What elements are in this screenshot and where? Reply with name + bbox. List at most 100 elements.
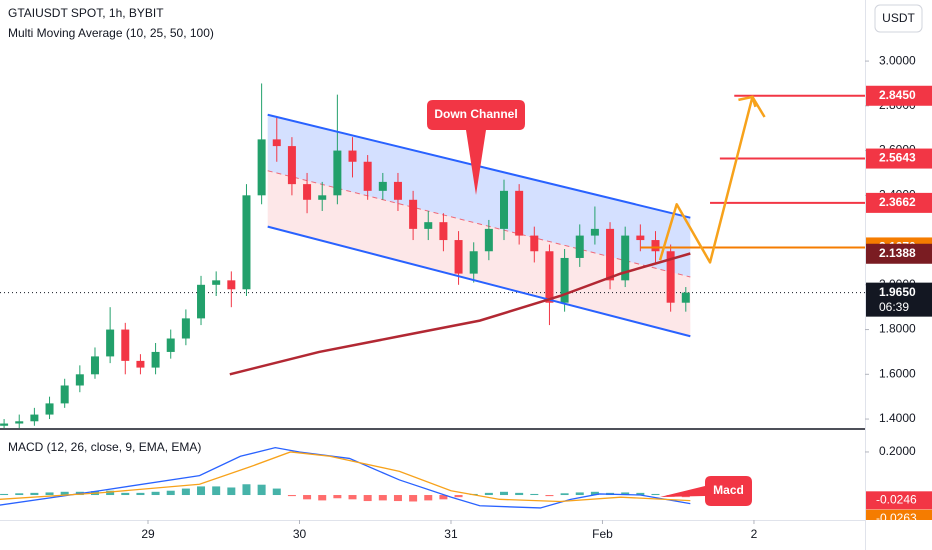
macd-tick-label: 0.2000 <box>879 444 916 458</box>
chart-title: GTAIUSDT SPOT, 1h, BYBIT <box>8 6 164 20</box>
price-box-label: 1.9650 <box>879 285 916 299</box>
candle-body <box>409 199 418 229</box>
candle-body <box>15 421 24 424</box>
projection-arrowhead <box>738 95 757 108</box>
candle-body <box>575 235 584 258</box>
macd-bar <box>636 492 645 496</box>
candle-body <box>515 190 524 236</box>
y-tick-label: 1.4000 <box>879 411 916 425</box>
callout-shape <box>660 476 752 506</box>
macd-bar <box>166 490 175 496</box>
price-box-label: 2.5643 <box>879 151 916 165</box>
x-tick-label: 29 <box>141 527 155 541</box>
candle-body <box>636 235 645 241</box>
projection-path <box>658 95 766 264</box>
macd-bar <box>242 484 251 496</box>
candle-body <box>257 139 266 196</box>
moving-average <box>229 252 691 376</box>
candle-body <box>45 403 54 415</box>
macd-bar <box>651 493 660 496</box>
macd-bar <box>560 493 569 496</box>
macd-bar <box>515 492 524 496</box>
macd-bar <box>303 495 312 500</box>
macd-value-label: -0.0246 <box>876 492 917 506</box>
candle-body <box>242 195 251 290</box>
candle-body <box>393 181 402 200</box>
candle-body <box>166 338 175 352</box>
macd-bar <box>181 488 190 496</box>
candle-body <box>378 181 387 191</box>
candle-body <box>651 240 660 252</box>
macd-bar <box>454 495 463 498</box>
candle-body <box>681 292 690 303</box>
macd-bar <box>227 487 236 496</box>
macd-bar <box>136 492 145 496</box>
candle-body <box>454 240 463 274</box>
macd-bar <box>590 491 599 496</box>
channel-lower <box>267 225 691 338</box>
macd-bar <box>257 484 266 496</box>
candle-body <box>272 139 281 147</box>
candle-body <box>75 374 84 386</box>
candle-body <box>212 280 221 285</box>
price-box <box>866 85 932 106</box>
macd-bar <box>30 492 39 496</box>
candle-body <box>439 222 448 241</box>
candle-body <box>106 329 115 357</box>
macd-bar <box>378 495 387 501</box>
candle-body <box>121 329 130 361</box>
macd-bar <box>439 495 448 500</box>
candle-body <box>530 235 539 252</box>
countdown: 06:39 <box>879 300 909 314</box>
candle-body <box>60 385 69 404</box>
candle-body <box>469 251 478 274</box>
channel-upper-fill <box>267 114 691 277</box>
candle-body <box>197 284 206 319</box>
macd-bar <box>287 495 296 497</box>
candle-body <box>606 228 615 281</box>
macd-bar <box>363 495 372 502</box>
candle-body <box>560 257 569 303</box>
callout-text: Macd <box>713 483 744 497</box>
candle-body <box>303 184 312 200</box>
x-tick-label: Feb <box>592 527 613 541</box>
price-box-label: 2.8450 <box>879 88 916 102</box>
candle-body <box>227 280 236 290</box>
candle-body <box>136 360 145 368</box>
channel-lower-fill <box>267 170 691 337</box>
currency-button[interactable] <box>874 4 923 33</box>
signal-line <box>0 451 691 503</box>
macd-bar <box>60 491 69 496</box>
candle-body <box>318 195 327 200</box>
candle-body <box>287 146 296 185</box>
price-box <box>866 243 932 264</box>
candle-body <box>621 235 630 281</box>
candle-body <box>363 161 372 191</box>
candle-body <box>424 222 433 229</box>
candle-body <box>333 150 342 196</box>
price-box <box>866 148 932 169</box>
candle-body <box>151 351 160 368</box>
macd-bar <box>545 495 554 497</box>
candle-body <box>545 251 554 303</box>
y-tick-label: 1.8000 <box>879 322 916 336</box>
macd-bar <box>15 493 24 496</box>
candle-body <box>666 251 675 303</box>
time-axis-bg <box>866 520 932 550</box>
macd-value-box <box>866 491 932 510</box>
candle-body <box>90 356 99 375</box>
macd-line <box>0 446 691 509</box>
price-box <box>866 282 932 317</box>
macd-bar <box>575 492 584 496</box>
macd-bar <box>197 486 206 496</box>
indicator-label: Multi Moving Average (10, 25, 50, 100) <box>8 26 214 40</box>
macd-bar <box>484 492 493 496</box>
macd-bar <box>348 495 357 500</box>
callout-text: Down Channel <box>434 107 517 121</box>
candle-body <box>484 228 493 252</box>
currency-label: USDT <box>882 11 915 25</box>
callout-macd: Macd <box>660 476 752 506</box>
plot-area <box>0 83 865 509</box>
